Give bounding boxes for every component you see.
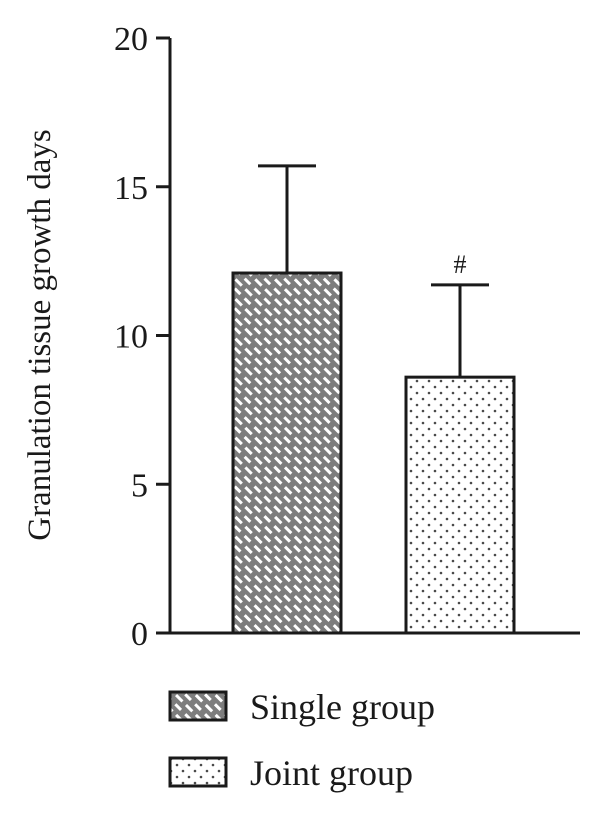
bar-joint-group (404, 375, 516, 635)
legend: Single group Joint group (168, 687, 435, 793)
bar-single-group (231, 271, 343, 635)
y-tick-label-5: 5 (131, 467, 148, 504)
annotation-joint-group: # (454, 250, 467, 279)
legend-swatch-joint-group (168, 756, 228, 788)
y-axis-ticks: 0 5 10 15 20 (114, 21, 170, 653)
annotations-group: # (454, 250, 467, 279)
legend-label-joint-group: Joint group (250, 753, 413, 793)
y-tick-label-20: 20 (114, 21, 148, 58)
error-bars-group (258, 164, 489, 378)
legend-item-single-group: Single group (168, 687, 435, 727)
legend-item-joint-group: Joint group (168, 753, 413, 793)
y-tick-label-15: 15 (114, 170, 148, 207)
y-axis-title: Granulation tissue growth days (22, 129, 58, 541)
bars-group (231, 271, 516, 635)
legend-label-single-group: Single group (250, 687, 435, 727)
legend-swatch-single-group (168, 690, 228, 722)
y-tick-label-10: 10 (114, 319, 148, 356)
y-tick-label-0: 0 (131, 616, 148, 653)
